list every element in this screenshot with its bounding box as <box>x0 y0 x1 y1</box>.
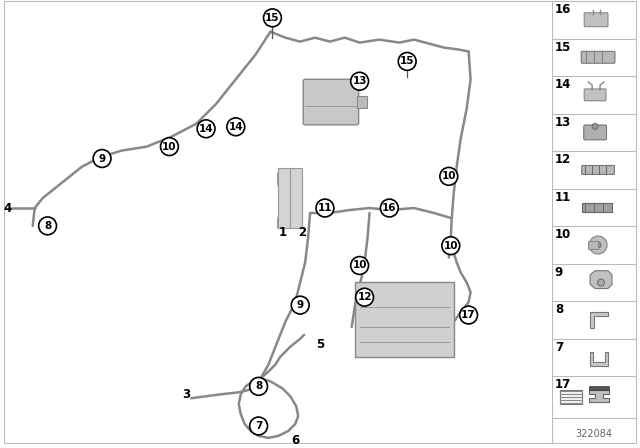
Text: 14: 14 <box>199 124 213 134</box>
Text: 15: 15 <box>555 40 571 53</box>
Circle shape <box>351 257 369 275</box>
Text: 17: 17 <box>555 379 571 392</box>
Circle shape <box>93 150 111 168</box>
Text: 14: 14 <box>555 78 571 91</box>
Text: 3: 3 <box>182 388 190 401</box>
Text: 2: 2 <box>298 226 306 239</box>
Circle shape <box>197 120 215 138</box>
Bar <box>582 202 612 212</box>
Text: 13: 13 <box>353 76 367 86</box>
Circle shape <box>592 124 598 129</box>
Circle shape <box>250 377 268 395</box>
Circle shape <box>161 138 179 155</box>
Text: 14: 14 <box>228 122 243 132</box>
Text: 1: 1 <box>278 226 287 239</box>
Circle shape <box>38 217 56 235</box>
Text: 10: 10 <box>555 228 571 241</box>
Text: 9: 9 <box>555 266 563 279</box>
Text: 16: 16 <box>382 203 397 213</box>
Text: 13: 13 <box>555 116 571 129</box>
Circle shape <box>250 417 268 435</box>
Text: 16: 16 <box>555 3 571 16</box>
Bar <box>589 386 609 390</box>
Text: 8: 8 <box>255 381 262 392</box>
Circle shape <box>442 237 460 254</box>
Circle shape <box>598 279 605 286</box>
Circle shape <box>351 72 369 90</box>
Circle shape <box>440 168 458 185</box>
Text: 15: 15 <box>400 56 415 66</box>
Circle shape <box>380 199 398 217</box>
Circle shape <box>227 118 244 136</box>
Text: 8: 8 <box>555 303 563 316</box>
FancyBboxPatch shape <box>584 125 607 140</box>
Text: 15: 15 <box>265 13 280 23</box>
Bar <box>588 241 598 249</box>
Circle shape <box>460 306 477 324</box>
Circle shape <box>595 242 601 248</box>
Polygon shape <box>589 390 609 402</box>
Text: 8: 8 <box>44 221 51 231</box>
Text: 10: 10 <box>442 171 456 181</box>
Polygon shape <box>590 312 608 328</box>
Circle shape <box>316 199 334 217</box>
Text: 7: 7 <box>255 421 262 431</box>
Circle shape <box>291 296 309 314</box>
Text: 12: 12 <box>357 292 372 302</box>
Circle shape <box>264 9 282 27</box>
Text: 11: 11 <box>555 191 571 204</box>
Text: 17: 17 <box>461 310 476 320</box>
Bar <box>355 282 454 357</box>
Bar <box>356 96 367 108</box>
Bar <box>291 168 302 228</box>
Polygon shape <box>590 352 608 366</box>
Bar <box>278 168 291 228</box>
FancyBboxPatch shape <box>584 89 606 101</box>
Text: 322084: 322084 <box>575 429 612 439</box>
FancyBboxPatch shape <box>582 165 614 174</box>
Text: 9: 9 <box>99 154 106 164</box>
FancyBboxPatch shape <box>584 13 608 27</box>
Text: 10: 10 <box>353 260 367 271</box>
Text: 6: 6 <box>291 435 300 448</box>
Text: 11: 11 <box>317 203 332 213</box>
Bar <box>560 390 582 404</box>
Text: 4: 4 <box>4 202 12 215</box>
FancyBboxPatch shape <box>581 52 615 63</box>
FancyBboxPatch shape <box>303 79 358 125</box>
Circle shape <box>398 52 416 70</box>
Circle shape <box>356 288 374 306</box>
Circle shape <box>589 236 607 254</box>
Text: 10: 10 <box>162 142 177 151</box>
Text: 7: 7 <box>555 341 563 354</box>
Text: 12: 12 <box>555 153 571 166</box>
Text: 10: 10 <box>444 241 458 251</box>
Text: 5: 5 <box>316 338 324 351</box>
Polygon shape <box>590 271 612 289</box>
Text: 9: 9 <box>296 300 304 310</box>
